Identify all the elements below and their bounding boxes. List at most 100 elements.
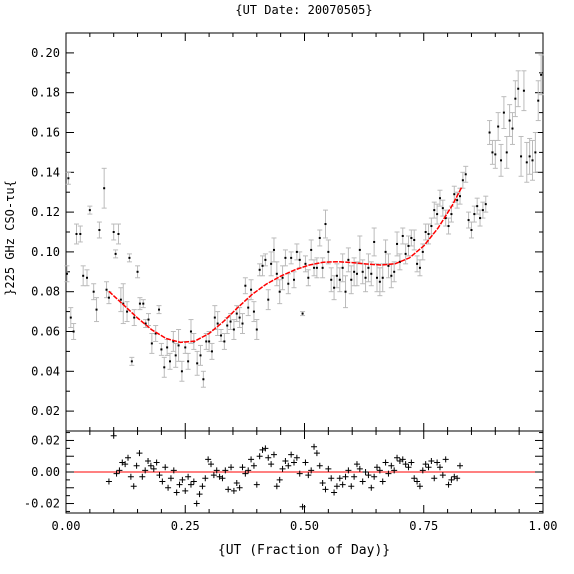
data-point bbox=[272, 248, 275, 251]
data-point bbox=[505, 151, 508, 154]
data-point bbox=[202, 378, 205, 381]
residual-marker bbox=[434, 459, 441, 466]
residual-marker bbox=[193, 500, 200, 507]
data-point bbox=[344, 290, 347, 293]
data-point bbox=[511, 127, 514, 130]
residual-marker bbox=[213, 467, 220, 474]
residual-marker bbox=[210, 472, 217, 479]
data-point bbox=[444, 217, 447, 220]
residual-marker bbox=[170, 467, 177, 474]
data-point bbox=[258, 268, 261, 271]
x-tick-labels: 0.00 0.25 0.50 0.75 1.00 bbox=[52, 519, 558, 533]
data-point bbox=[494, 153, 497, 156]
residual-marker bbox=[419, 467, 426, 474]
residual-marker bbox=[156, 472, 163, 479]
residual-marker bbox=[105, 478, 112, 485]
data-point bbox=[232, 328, 235, 331]
data-point bbox=[174, 354, 177, 357]
y-tick-label: 0.12 bbox=[31, 205, 60, 219]
y-tick-label: 0.14 bbox=[31, 165, 60, 179]
data-point bbox=[199, 354, 202, 357]
residual-marker bbox=[388, 462, 395, 469]
data-point bbox=[424, 231, 427, 233]
data-point bbox=[144, 322, 147, 325]
residual-marker bbox=[242, 470, 249, 477]
residual-marker bbox=[408, 459, 415, 466]
residual-marker bbox=[296, 470, 303, 477]
residual-marker bbox=[402, 461, 409, 468]
y-tick-label: 0.02 bbox=[31, 404, 60, 418]
residual-marker bbox=[333, 483, 340, 490]
residual-marker bbox=[302, 459, 309, 466]
residual-marker bbox=[356, 465, 363, 472]
data-point bbox=[166, 346, 169, 349]
residual-marker bbox=[139, 473, 146, 480]
residual-marker bbox=[345, 467, 352, 474]
data-point bbox=[95, 308, 98, 311]
data-point bbox=[119, 298, 122, 301]
residual-marker bbox=[222, 467, 229, 474]
residual-marker bbox=[176, 481, 183, 488]
residual-marker bbox=[265, 454, 272, 461]
residual-marker bbox=[125, 454, 132, 461]
x-tick-label: 1.00 bbox=[529, 519, 558, 533]
data-point bbox=[341, 266, 344, 269]
residual-marker bbox=[239, 464, 246, 471]
data-point bbox=[310, 248, 313, 251]
data-point bbox=[304, 262, 307, 265]
residual-marker bbox=[185, 473, 192, 480]
data-point bbox=[82, 274, 85, 277]
data-point bbox=[313, 266, 316, 269]
data-point bbox=[65, 272, 68, 275]
residual-marker bbox=[113, 470, 120, 477]
residual-marker bbox=[253, 481, 260, 488]
x-tick-label: 0.00 bbox=[52, 519, 81, 533]
data-point bbox=[295, 250, 298, 253]
data-point bbox=[370, 272, 373, 275]
data-point bbox=[514, 97, 517, 100]
data-point bbox=[220, 334, 223, 337]
residual-marker bbox=[416, 483, 423, 490]
residual-marker bbox=[411, 475, 418, 482]
data-point bbox=[241, 322, 244, 325]
data-point bbox=[459, 195, 462, 198]
data-point bbox=[72, 330, 75, 333]
data-point bbox=[479, 217, 482, 220]
data-point bbox=[147, 318, 150, 321]
data-point bbox=[154, 332, 157, 335]
data-point bbox=[347, 258, 350, 261]
data-point bbox=[413, 238, 416, 241]
residual-marker bbox=[190, 478, 197, 485]
data-point bbox=[133, 316, 136, 319]
x-tick-label: 0.50 bbox=[290, 519, 319, 533]
y-tick-label: 0.20 bbox=[31, 46, 60, 60]
residual-marker bbox=[394, 454, 401, 461]
data-point bbox=[88, 209, 91, 212]
residual-marker bbox=[331, 489, 338, 496]
residual-marker bbox=[225, 486, 232, 493]
data-point bbox=[223, 340, 226, 343]
data-point bbox=[398, 260, 401, 263]
data-point bbox=[461, 179, 464, 182]
data-point bbox=[252, 310, 255, 313]
residual-marker bbox=[325, 465, 332, 472]
data-point bbox=[384, 250, 387, 253]
residual-marker bbox=[351, 473, 358, 480]
residual-marker bbox=[293, 454, 300, 461]
data-point bbox=[69, 316, 72, 319]
tau-data-points bbox=[65, 73, 543, 381]
residual-marker bbox=[385, 470, 392, 477]
data-point bbox=[502, 111, 505, 114]
residual-marker bbox=[353, 461, 360, 468]
data-point bbox=[117, 232, 120, 235]
data-point bbox=[321, 266, 324, 269]
data-point bbox=[284, 256, 287, 259]
residual-marker bbox=[248, 456, 255, 463]
residual-marker bbox=[142, 467, 149, 474]
data-point bbox=[330, 278, 333, 281]
data-point bbox=[387, 264, 390, 267]
data-point bbox=[441, 207, 444, 210]
residual-marker bbox=[136, 450, 143, 457]
residual-marker bbox=[162, 464, 169, 471]
residual-marker bbox=[365, 472, 372, 479]
